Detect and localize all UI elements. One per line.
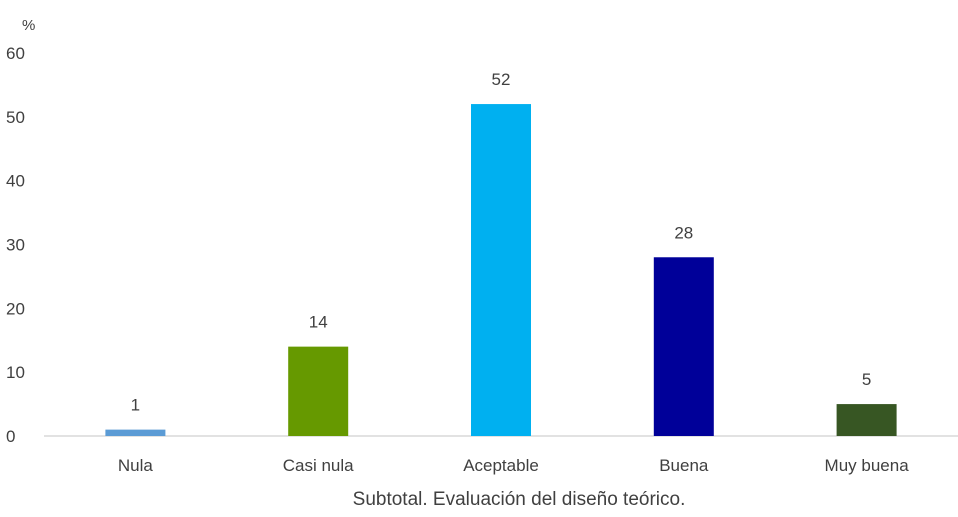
y-tick-label: 50	[6, 108, 25, 127]
bar	[105, 429, 166, 436]
category-label: Muy buena	[825, 456, 910, 475]
data-label: 5	[862, 370, 871, 389]
bars-group	[105, 104, 897, 437]
data-label: 52	[492, 70, 511, 89]
x-axis-categories: Nula Casi nula Aceptable Buena Muy buena	[118, 456, 909, 475]
bar	[653, 257, 714, 436]
data-label: 28	[674, 223, 693, 242]
x-axis-title: Subtotal. Evaluación del diseño teórico.	[353, 489, 686, 510]
data-label: 14	[309, 313, 328, 332]
category-label: Buena	[659, 456, 709, 475]
category-label: Nula	[118, 456, 154, 475]
y-tick-label: 0	[6, 427, 15, 446]
bar	[471, 104, 531, 437]
category-label: Casi nula	[283, 456, 354, 475]
data-label: 1	[131, 396, 140, 415]
y-tick-label: 40	[6, 172, 25, 191]
y-tick-label: 20	[6, 299, 25, 318]
y-tick-label: 30	[6, 236, 25, 255]
bar	[836, 404, 897, 436]
y-tick-label: 10	[6, 363, 25, 382]
category-label: Aceptable	[463, 456, 539, 475]
y-axis-ticks: 0 10 20 30 40 50 60	[6, 44, 25, 446]
y-axis-unit-label: %	[22, 17, 35, 34]
data-labels-group: 1 14 52 28 5	[131, 70, 872, 415]
bar	[288, 346, 349, 436]
y-tick-label: 60	[6, 44, 25, 63]
